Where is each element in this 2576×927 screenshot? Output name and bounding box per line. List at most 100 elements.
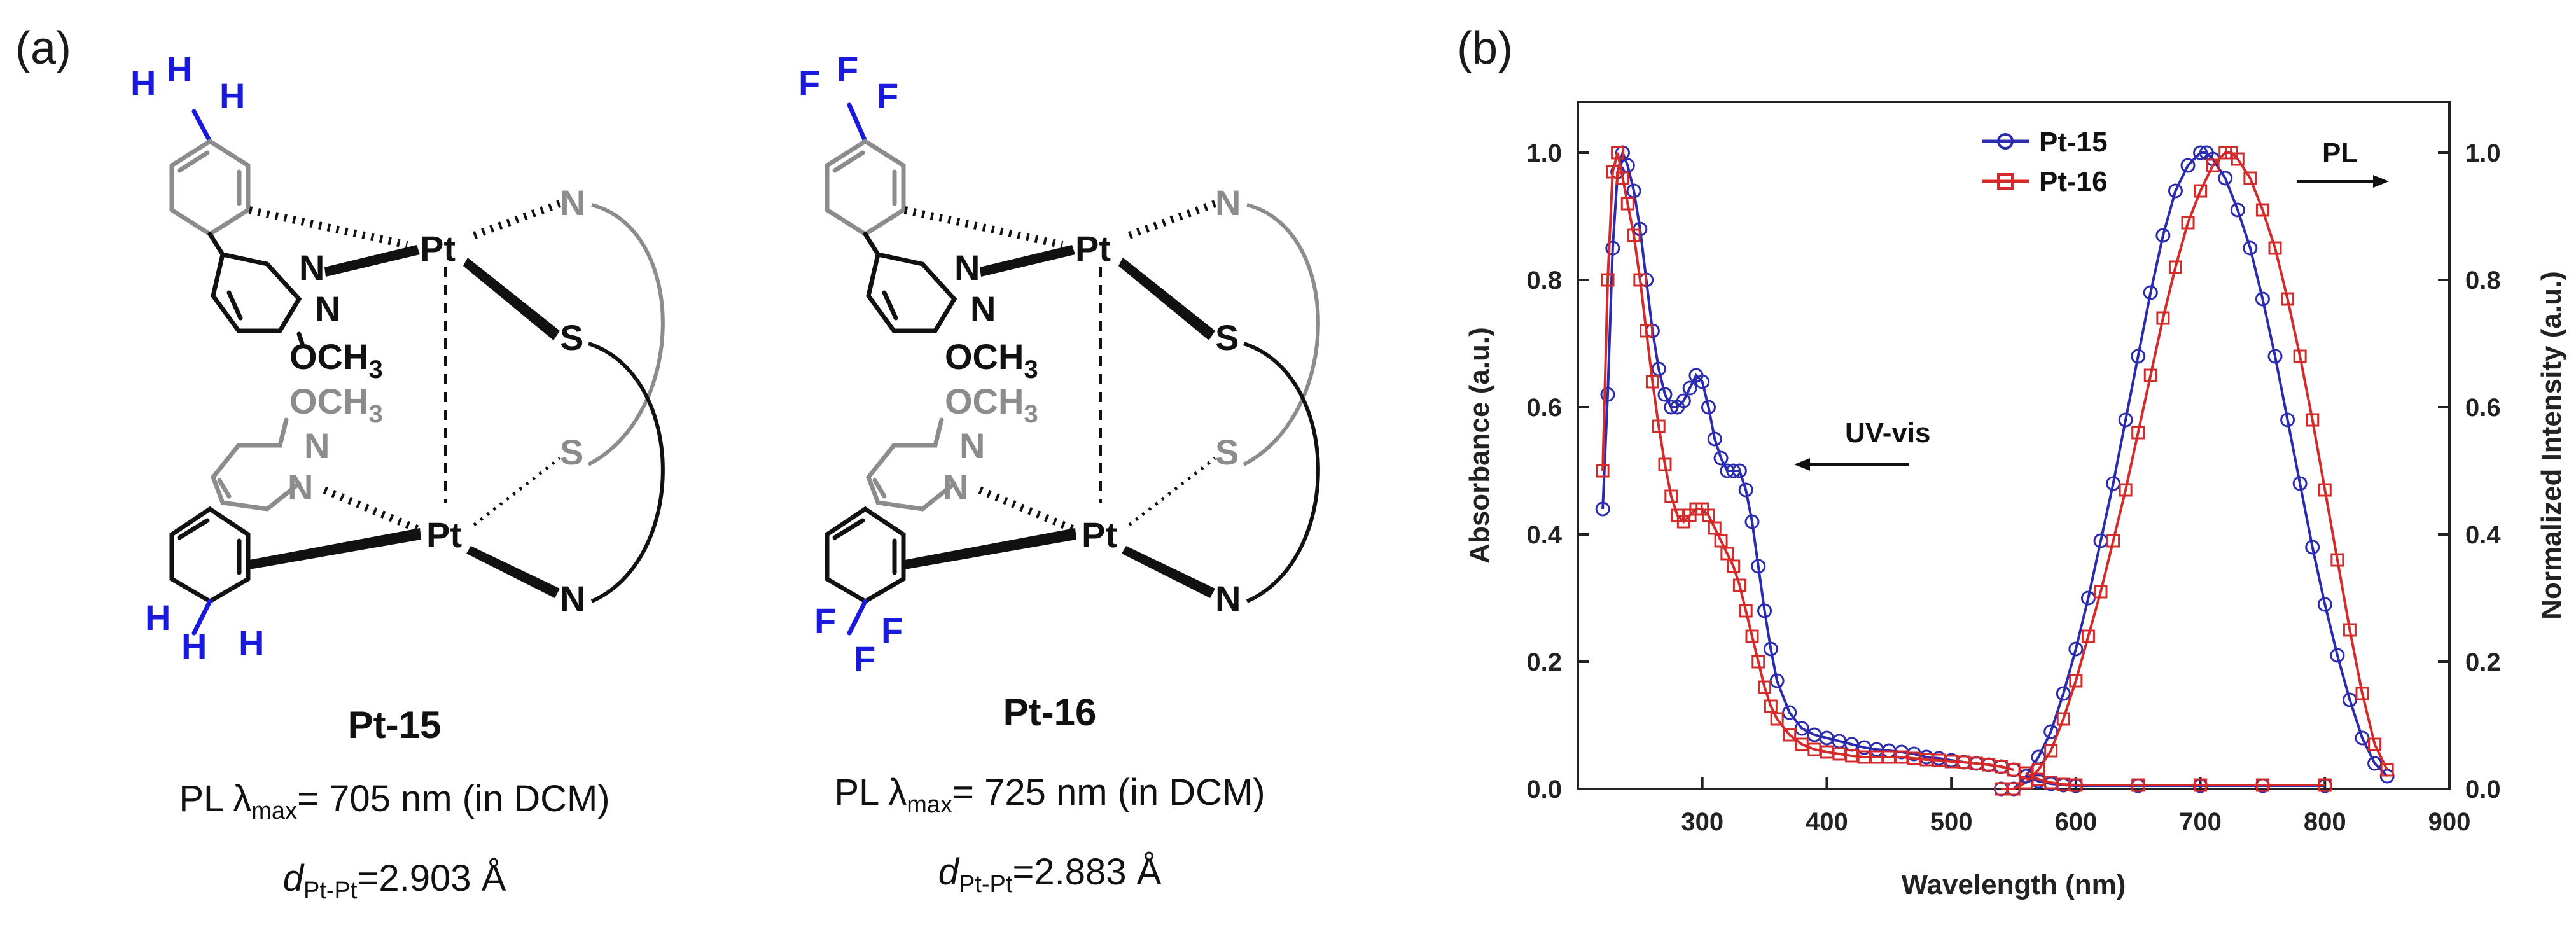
cf3-f1-bottom: F (814, 601, 836, 641)
data-point (2106, 534, 2120, 548)
annotation-pl-label: PL (2322, 137, 2358, 169)
data-point (1845, 749, 1859, 763)
legend-marker-pt15 (1997, 133, 2014, 150)
c-pt-hashed-top-2 (903, 206, 1064, 249)
data-point (2330, 553, 2344, 567)
data-point (2206, 158, 2220, 172)
pt-s-hashed-bottom (473, 457, 561, 526)
cf3-f2-bottom: F (854, 639, 875, 679)
data-point (2267, 349, 2283, 364)
data-point (2118, 412, 2133, 428)
data-point (2306, 413, 2320, 427)
data-point (1744, 514, 1760, 529)
pyridazine-double-top (226, 290, 243, 321)
y-left-tick-label: 1.0 (1526, 139, 1562, 167)
methyl-h1-bottom: H (145, 597, 171, 638)
phenyl-double-1 (177, 150, 210, 173)
phenyl-ring-top (169, 138, 251, 237)
y-right-tick-label: 0.0 (2465, 776, 2501, 804)
pyridazine-ring-bottom-2 (866, 417, 957, 512)
n1-bottom: N (304, 426, 330, 466)
s-atom-bottom-2: S (1215, 432, 1239, 472)
data-point (1640, 324, 1654, 338)
data-point (1969, 756, 1983, 770)
absorption-emission-chart: 300 400 500 600 700 800 900 0.0 0.2 0.4 0.6 0.8 1.0 0… (1464, 101, 2567, 900)
data-point (1857, 750, 1871, 764)
och3-bottom-2: OCH3 (945, 381, 1038, 428)
data-point (2330, 648, 2345, 663)
data-point (2143, 368, 2157, 382)
cf3-f3-bottom: F (881, 610, 903, 650)
data-point (2019, 766, 2033, 780)
x-tick-label: 800 (2304, 808, 2346, 836)
data-point (1807, 742, 1821, 756)
data-point (2380, 763, 2394, 777)
phenyl-ring-bottom-2 (825, 506, 906, 604)
pt-n-hashed-top-2 (1127, 200, 1217, 239)
data-point (1738, 482, 1753, 498)
data-point (1611, 146, 1625, 160)
annotation-pl-arrowhead (2373, 175, 2389, 188)
pyridazine-double-bottom (217, 478, 232, 499)
y-left-tick-label: 0.4 (1526, 521, 1562, 549)
data-point (1676, 393, 1691, 408)
data-point (1895, 750, 1909, 764)
methyl-h1-top: H (130, 63, 156, 103)
data-point (1907, 751, 1921, 765)
s-atom-bottom: S (560, 432, 583, 472)
data-point (1751, 655, 1765, 669)
pl-max-pt15: PL λmax= 705 nm (in DCM) (179, 778, 609, 825)
data-point (2293, 349, 2307, 363)
data-point (2156, 311, 2170, 325)
data-point (2168, 183, 2183, 199)
methyl-h3-top: H (219, 76, 245, 116)
n-right-top: N (560, 183, 585, 223)
y-left-tick-label: 0.0 (1526, 776, 1562, 804)
pyridazine-double-top-2 (882, 290, 898, 321)
c-pt-wedge-bottom (249, 528, 421, 569)
n-pt-wedge-top (324, 245, 420, 277)
data-point (2056, 686, 2071, 701)
data-point (2069, 674, 2083, 688)
data-point (1982, 758, 1996, 772)
data-point (1757, 603, 1772, 618)
annotation-pl: PL (2297, 137, 2389, 188)
data-point (2044, 744, 2058, 758)
data-point (2056, 712, 2070, 726)
cf3-bond-top (847, 102, 868, 144)
data-point (2069, 778, 2083, 792)
data-point (1714, 534, 1728, 548)
data-point (2343, 623, 2357, 637)
data-point (1720, 547, 1734, 561)
data-point (2044, 776, 2058, 790)
data-point (1702, 508, 1715, 522)
ome-bond-top (296, 331, 305, 346)
pt-atom-top-2: Pt (1075, 228, 1111, 268)
data-point (1758, 680, 1772, 694)
phenyl-ring-top-2 (825, 138, 906, 237)
pt-atom-top: Pt (420, 228, 456, 268)
data-point (1994, 760, 2008, 774)
data-point (2281, 292, 2295, 306)
n1-bottom-2: N (959, 426, 985, 466)
data-point (1695, 374, 1710, 389)
data-point (2143, 285, 2158, 300)
data-point (1727, 559, 1741, 573)
y-axis-right-title: Normalized Intensity (a.u.) (2536, 271, 2567, 620)
x-tick-label: 900 (2428, 808, 2471, 836)
n-pt-wedge-top-2 (980, 245, 1075, 277)
data-point (1832, 747, 1846, 761)
data-point (1664, 489, 1678, 503)
y-left-tick-label: 0.6 (1526, 394, 1562, 422)
data-point (2243, 171, 2257, 185)
series-layer (1595, 145, 2395, 797)
pt-n-wedge-bottom (466, 546, 560, 598)
data-point (1713, 450, 1729, 466)
phenyl-double-5 (832, 150, 865, 173)
data-point (2193, 145, 2208, 160)
data-point (2056, 777, 2070, 791)
data-point (2255, 291, 2270, 307)
data-point (2181, 216, 2195, 230)
data-point (2081, 629, 2095, 643)
